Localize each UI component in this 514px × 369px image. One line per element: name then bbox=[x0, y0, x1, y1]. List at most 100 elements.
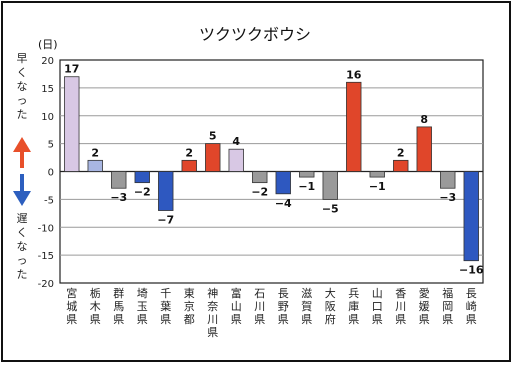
x-tick-char: 県 bbox=[372, 313, 383, 326]
value-label: 16 bbox=[346, 68, 362, 81]
x-tick-char: 神 bbox=[207, 286, 218, 300]
x-tick-char: 大 bbox=[325, 286, 336, 300]
x-tick-char: 滋 bbox=[301, 287, 312, 300]
x-tick-char: 県 bbox=[466, 313, 477, 326]
bar bbox=[440, 171, 456, 189]
x-tick-char: 県 bbox=[66, 313, 77, 326]
bar bbox=[158, 171, 174, 211]
value-label: −3 bbox=[110, 191, 127, 204]
bar bbox=[346, 81, 362, 172]
x-tick-char: 県 bbox=[113, 313, 124, 326]
value-label: −2 bbox=[251, 186, 268, 199]
x-tick-char: 石 bbox=[254, 287, 265, 300]
x-tick-char: 木 bbox=[90, 300, 101, 313]
x-tick-char: 福 bbox=[442, 286, 453, 300]
bar bbox=[463, 171, 479, 262]
value-label: 2 bbox=[91, 146, 99, 159]
y-tick-label: 15 bbox=[41, 84, 54, 95]
bar bbox=[181, 159, 197, 172]
y-tick-label: 0 bbox=[48, 168, 54, 179]
value-label: −16 bbox=[459, 264, 484, 277]
x-tick-char: 県 bbox=[137, 313, 148, 326]
x-tick-char: 山 bbox=[372, 287, 383, 300]
bar bbox=[205, 143, 221, 172]
x-tick-char: 県 bbox=[207, 326, 218, 339]
value-labels: 17 2 −3 −2 −7 2 5 4 −2 −4 −1 −5 16 −1 2 8 −3 −16 bbox=[64, 63, 484, 277]
x-tick-char: 県 bbox=[395, 313, 406, 326]
x-tick-char: 野 bbox=[278, 300, 289, 313]
x-tick-label: 東京都 bbox=[184, 287, 195, 326]
x-tick-label: 埼玉県 bbox=[137, 286, 148, 326]
x-tick-char: 葉 bbox=[160, 299, 171, 313]
bar bbox=[252, 171, 268, 184]
value-label: 17 bbox=[64, 63, 79, 76]
x-tick-char: 長 bbox=[278, 287, 289, 300]
bar bbox=[64, 76, 80, 172]
x-tick-label: 富山県 bbox=[231, 286, 242, 326]
x-tick-char: 富 bbox=[231, 286, 242, 300]
x-tick-char: 県 bbox=[160, 313, 171, 326]
x-tick-char: 川 bbox=[254, 300, 265, 313]
x-tick-char: 愛 bbox=[419, 287, 430, 300]
x-tick-char: 長 bbox=[466, 287, 477, 300]
x-tick-char: 県 bbox=[419, 313, 430, 326]
ylabel-char: た bbox=[17, 108, 28, 121]
arrow-down-icon bbox=[13, 174, 31, 206]
y-axis: 20 15 10 5 0 -5 -10 -15 -20 bbox=[38, 56, 54, 290]
x-tick-char: 県 bbox=[301, 313, 312, 326]
ylabel-char: な bbox=[17, 80, 28, 93]
x-tick-char: 県 bbox=[231, 313, 242, 326]
value-label: 5 bbox=[209, 130, 217, 143]
ylabel-char: 遅 bbox=[17, 212, 28, 225]
x-tick-label: 滋賀県 bbox=[301, 287, 312, 326]
x-tick-char: 崎 bbox=[466, 299, 477, 313]
x-tick-label: 群馬県 bbox=[113, 286, 124, 326]
ylabel-char: た bbox=[17, 268, 28, 281]
x-tick-char: 川 bbox=[207, 313, 218, 326]
x-tick-label: 千葉県 bbox=[160, 287, 171, 326]
bar bbox=[134, 171, 150, 184]
ylabel-char: く bbox=[17, 226, 28, 239]
x-tick-label: 長崎県 bbox=[466, 287, 477, 326]
y-tick-label: 10 bbox=[41, 112, 54, 123]
x-tick-char: 県 bbox=[442, 313, 453, 326]
ylabel-char: っ bbox=[17, 254, 28, 267]
x-tick-label: 宮城県 bbox=[66, 286, 77, 326]
value-label: −4 bbox=[275, 197, 292, 210]
value-label: −5 bbox=[322, 202, 339, 215]
x-tick-char: 埼 bbox=[137, 286, 148, 300]
value-label: −2 bbox=[134, 186, 151, 199]
x-tick-label: 長野県 bbox=[278, 287, 289, 326]
x-tick-char: 川 bbox=[395, 300, 406, 313]
x-tick-char: 群 bbox=[113, 286, 124, 300]
x-tick-label: 栃木県 bbox=[90, 286, 101, 326]
y-tick-label: -5 bbox=[44, 195, 54, 206]
x-tick-char: 岡 bbox=[442, 300, 453, 313]
value-label: 2 bbox=[185, 146, 193, 159]
x-tick-char: 東 bbox=[184, 287, 195, 300]
value-label: −3 bbox=[439, 191, 456, 204]
x-tick-label: 香川県 bbox=[395, 287, 406, 326]
bar bbox=[322, 171, 338, 200]
bar bbox=[87, 159, 103, 172]
x-tick-char: 奈 bbox=[207, 299, 218, 313]
bar bbox=[228, 148, 244, 172]
x-tick-label: 大阪府 bbox=[325, 286, 336, 326]
x-tick-label: 山口県 bbox=[372, 287, 383, 326]
x-tick-char: 宮 bbox=[66, 286, 77, 300]
x-tick-char: 都 bbox=[184, 313, 195, 326]
value-label: −1 bbox=[369, 180, 386, 193]
x-tick-char: 城 bbox=[66, 300, 77, 313]
x-tick-char: 兵 bbox=[348, 287, 359, 300]
value-label: −7 bbox=[157, 214, 174, 227]
x-tick-char: 千 bbox=[160, 287, 171, 300]
y-tick-label: 5 bbox=[48, 140, 54, 151]
x-tick-label: 愛媛県 bbox=[419, 287, 430, 326]
bar bbox=[369, 171, 385, 178]
bar bbox=[275, 171, 291, 195]
y-tick-label: 20 bbox=[41, 56, 54, 67]
x-tick-label: 福岡県 bbox=[442, 286, 453, 326]
